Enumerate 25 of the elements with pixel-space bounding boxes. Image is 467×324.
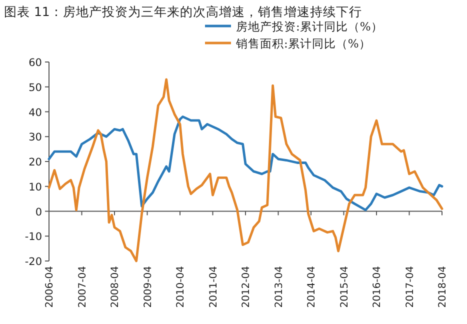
y-tick-label: 10	[28, 181, 42, 194]
x-tick-label: 2007-04	[77, 266, 88, 308]
x-tick-label: 2012-04	[241, 266, 252, 308]
x-tick-label: 2006-04	[44, 266, 56, 308]
x-tick-label: 2014-04	[306, 266, 318, 308]
y-tick-label: 50	[28, 82, 42, 94]
x-tick-label: 2010-04	[176, 266, 186, 308]
x-tick-label: 2009-04	[142, 266, 154, 308]
y-tick-label: -10	[24, 231, 42, 244]
y-tick-label: 40	[28, 106, 42, 119]
y-tick-label: -20	[24, 256, 42, 268]
x-tick-label: 2018-04	[438, 266, 448, 308]
x-tick-label: 2017-04	[404, 266, 416, 308]
legend-label: 销售面积:累计同比（%）	[235, 36, 371, 50]
chart-title: 图表 11：房地产投资为三年来的次高增速，销售增速持续下行	[4, 4, 362, 19]
x-tick-label: 2016-04	[372, 266, 383, 308]
y-tick-label: 20	[28, 156, 42, 168]
x-tick-label: 2011-04	[208, 266, 220, 308]
legend-label: 房地产投资:累计同比（%）	[236, 20, 383, 34]
x-tick-label: 2015-04	[339, 266, 350, 308]
y-tick-label: 0	[35, 206, 42, 218]
y-tick-label: 30	[28, 132, 42, 144]
x-tick-label: 2013-04	[274, 266, 285, 308]
x-tick-label: 2008-04	[110, 266, 121, 308]
y-tick-label: 60	[28, 57, 42, 69]
